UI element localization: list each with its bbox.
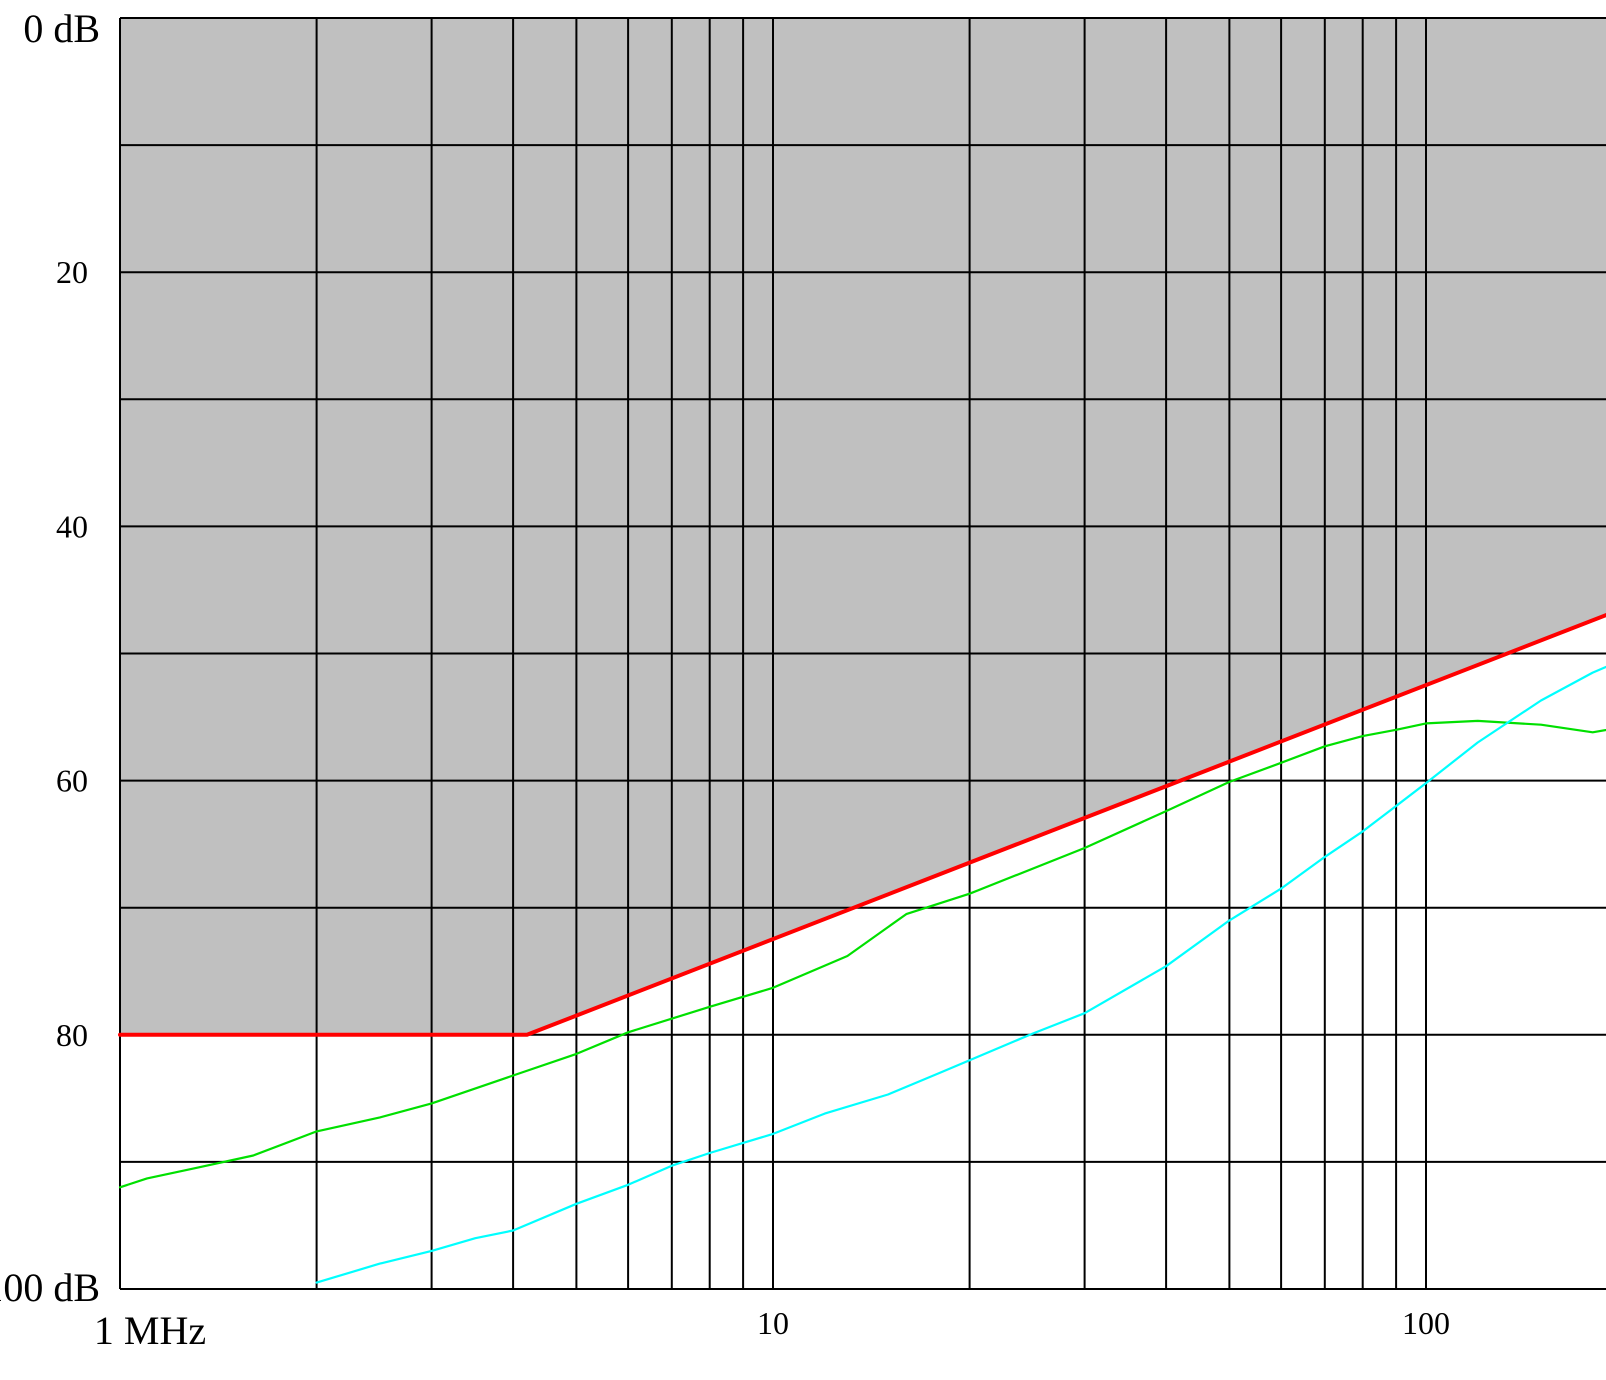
grid-layer xyxy=(119,17,1606,1290)
series-line-2 xyxy=(118,719,1606,1189)
y-tick-label: 80 xyxy=(56,1017,88,1053)
series-layer xyxy=(118,612,1606,1284)
tick-label-layer: 0 dB20406080100 dB1 MHz101001 GHz xyxy=(0,6,1450,1353)
y-tick-label: 40 xyxy=(56,508,88,544)
x-tick-label: 1 MHz xyxy=(94,1308,206,1353)
series-line-1 xyxy=(118,612,1606,1037)
y-tick-label: 0 dB xyxy=(23,6,100,51)
y-tick-label: 100 dB xyxy=(0,1265,100,1310)
series-line-3 xyxy=(315,665,1606,1284)
x-tick-label: 100 xyxy=(1402,1305,1450,1341)
x-tick-label: 10 xyxy=(757,1305,789,1341)
y-tick-label: 60 xyxy=(56,763,88,799)
y-tick-label: 20 xyxy=(56,254,88,290)
